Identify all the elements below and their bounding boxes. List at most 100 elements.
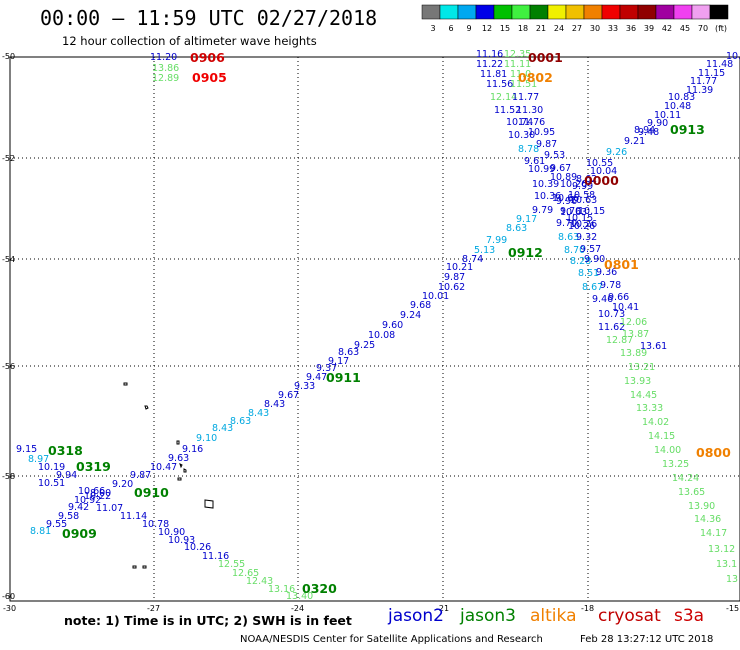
lon-label: -30 xyxy=(3,604,16,613)
wave-height-label: 12.14 xyxy=(490,92,517,103)
wave-height-label: 14.24 xyxy=(672,473,699,484)
lat-label: -54 xyxy=(2,255,15,264)
wave-height-label: 9.70 xyxy=(556,218,577,229)
wave-height-label: 14.00 xyxy=(654,445,681,456)
wave-height-label: 11.48 xyxy=(706,59,733,70)
wave-height-label: 9.67 xyxy=(278,390,299,401)
wave-height-label: 10.21 xyxy=(446,262,473,273)
lon-label: -21 xyxy=(436,604,449,613)
pass-time-label: 0801 xyxy=(604,257,639,272)
wave-height-label: 10.99 xyxy=(528,164,555,175)
wave-height-label: 10.90 xyxy=(158,527,185,538)
wave-height-label: 8.97 xyxy=(28,454,49,465)
color-scale-label: 3 xyxy=(430,24,435,33)
wave-height-label: 9.58 xyxy=(58,511,79,522)
page-subtitle: 12 hour collection of altimeter wave hei… xyxy=(62,34,317,48)
wave-height-label: 9.26 xyxy=(606,147,627,158)
wave-height-label: 8.74 xyxy=(462,254,483,265)
color-scale-label: 12 xyxy=(482,24,492,33)
wave-height-label: 10.63 xyxy=(570,195,597,206)
wave-height-label: 13.21 xyxy=(628,362,655,373)
wave-height-label: 9.42 xyxy=(68,502,89,513)
wave-height-label: 12.65 xyxy=(232,568,259,579)
pass-time-label: 0911 xyxy=(326,370,361,385)
wave-height-label: 8.63 xyxy=(230,416,251,427)
color-scale-label: 18 xyxy=(518,24,528,33)
color-scale-label: 30 xyxy=(590,24,600,33)
wave-height-label: 13.89 xyxy=(620,348,647,359)
wave-height-label: 9.94 xyxy=(56,470,77,481)
wave-height-label: 11.76 xyxy=(518,117,545,128)
color-scale-bar: 3 6 9 12 15 18 21 24 27 30 33 36 39 42 45 70 (ft) xyxy=(421,4,729,33)
wave-height-label: 9.63 xyxy=(168,453,189,464)
grid-lines xyxy=(10,57,740,601)
wave-height-label: 11.77 xyxy=(512,92,539,103)
wave-height-label: 9.16 xyxy=(182,444,203,455)
wave-height-label: 9.47 xyxy=(306,372,327,383)
wave-height-label: 10.36 xyxy=(534,191,561,202)
wave-height-label: 9.55 xyxy=(46,519,67,530)
wave-height-label: 9.24 xyxy=(400,310,421,321)
wave-height-label: 14.02 xyxy=(642,417,669,428)
wave-height-label: 10.26 xyxy=(570,219,597,230)
track-west: 9.158.9710.199.9410.5110.6610.9211.0711.… xyxy=(16,444,313,602)
wave-height-label: 7.99 xyxy=(486,235,507,246)
pass-time-label: 0905 xyxy=(192,70,227,85)
wave-height-label: 8.81 xyxy=(30,526,51,537)
pass-time-labels: 0906 0905 0001 0802 0913 0000 0912 0801 0911 0800… xyxy=(48,50,731,596)
altimeter-tracks: 11.2013.8612.8910.411.4811.1511.7711.391… xyxy=(16,49,740,602)
wave-height-label: 8.00 xyxy=(90,488,111,499)
wave-height-label: 9.78 xyxy=(600,280,621,291)
wave-height-label: 10.41 xyxy=(612,302,639,313)
wave-height-label: 11.22 xyxy=(476,59,503,70)
pass-time-label: 0319 xyxy=(76,459,111,474)
wave-height-label: 13.93 xyxy=(624,376,651,387)
wave-height-label: 13.12 xyxy=(708,544,735,555)
color-scale-label: 33 xyxy=(608,24,618,33)
color-scale-label: 21 xyxy=(536,24,546,33)
footer-credit: NOAA/NESDIS Center for Satellite Applica… xyxy=(240,634,543,645)
wave-height-label: 8.78 xyxy=(518,144,539,155)
wave-height-label: 10.47 xyxy=(150,462,177,473)
track-ne-sw: 10.411.4811.1511.7711.3910.8310.4810.119… xyxy=(30,51,740,537)
wave-height-label: 13.61 xyxy=(640,341,667,352)
wave-height-label: 9.87 xyxy=(536,139,557,150)
wave-height-label: 13.1 xyxy=(716,559,737,570)
wave-height-label: 13.65 xyxy=(678,487,705,498)
wave-height-label: 9.17 xyxy=(516,214,537,225)
wave-height-label: 10.01 xyxy=(422,291,449,302)
wave-height-label: 10.48 xyxy=(664,101,691,112)
wave-height-label: 9.46 xyxy=(592,294,613,305)
wave-height-label: 10.93 xyxy=(168,535,195,546)
wave-height-label: 13.86 xyxy=(152,63,179,74)
legend-cryosat: cryosat xyxy=(598,606,661,626)
wave-height-label: 10.66 xyxy=(78,486,105,497)
wave-height-label: 11.62 xyxy=(598,322,625,333)
wave-height-label: 14.17 xyxy=(700,528,727,539)
wave-height-label: 11.20 xyxy=(150,52,177,63)
wave-height-label: 9.90 xyxy=(584,254,605,265)
color-scale-label: (ft) xyxy=(715,24,727,33)
wave-height-label: 13.90 xyxy=(688,501,715,512)
wave-height-label: 12.06 xyxy=(620,317,647,328)
wave-height-label: 8.94 xyxy=(634,125,655,136)
wave-height-label: 9.87 xyxy=(444,272,465,283)
wave-height-label: 9.17 xyxy=(328,356,349,367)
color-scale-label: 24 xyxy=(554,24,564,33)
color-scale-label: 45 xyxy=(680,24,690,33)
wave-height-label: 10.78 xyxy=(142,519,169,530)
pass-time-label: 0912 xyxy=(508,245,543,260)
latitude-labels: -50 -52 -54 -56 -58 -60 xyxy=(2,52,15,601)
color-scale-label: 6 xyxy=(448,24,453,33)
wave-height-label: 5.13 xyxy=(474,245,495,256)
wave-height-label: 8.62 xyxy=(576,174,597,185)
wave-height-label: 11.14 xyxy=(120,511,147,522)
wave-height-label: 9.10 xyxy=(196,433,217,444)
wave-height-label: 11.52 xyxy=(494,105,521,116)
lon-label: -18 xyxy=(581,604,594,613)
wave-height-label: 10.83 xyxy=(668,92,695,103)
wave-height-label: 14.45 xyxy=(630,390,657,401)
